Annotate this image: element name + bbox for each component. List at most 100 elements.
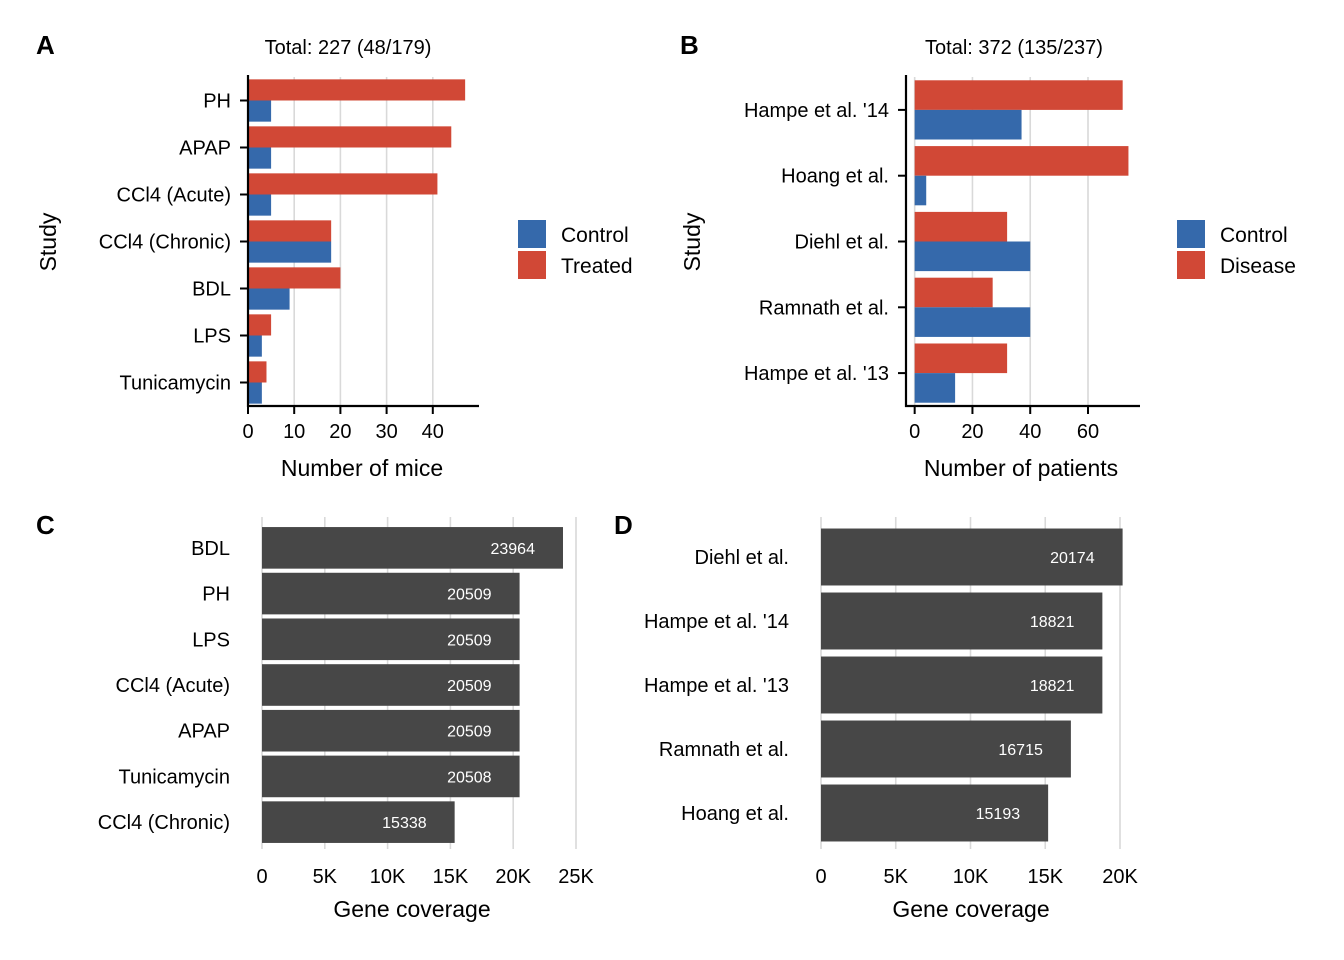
- y-tick-label: Hampe et al. '14: [644, 611, 789, 633]
- panel-b-ylabel: Study: [679, 212, 705, 271]
- y-tick-label: Tunicamycin: [118, 766, 230, 788]
- x-tick-label: 25K: [558, 866, 594, 888]
- y-tick-label: PH: [202, 584, 230, 606]
- bar-value-label: 20508: [447, 769, 492, 786]
- panel-a-xlabel: Number of mice: [281, 455, 443, 481]
- legend-label-control: Control: [1220, 224, 1288, 247]
- bar-value-label: 20509: [447, 678, 492, 695]
- bar-control: [914, 241, 1031, 272]
- coverage-bar: [821, 528, 1123, 586]
- y-tick-label: Hampe et al. '14: [744, 100, 889, 122]
- bar-disease: [914, 80, 1123, 110]
- coverage-bar: [262, 755, 520, 798]
- legend-label-disease: Disease: [1220, 255, 1296, 278]
- x-tick-label: 20K: [1102, 866, 1138, 888]
- panel-b-xlabel: Number of patients: [924, 455, 1118, 481]
- y-tick-label: CCl4 (Acute): [117, 185, 231, 207]
- bar-treated: [248, 126, 452, 148]
- coverage-bar: [262, 709, 520, 752]
- y-tick-label: APAP: [178, 721, 230, 743]
- coverage-bar: [821, 720, 1071, 778]
- y-tick-label: Ramnath et al.: [759, 297, 889, 319]
- bar-value-label: 20509: [447, 724, 492, 741]
- x-tick-label: 5K: [884, 866, 909, 888]
- bar-disease: [914, 211, 1008, 242]
- x-tick-label: 15K: [1027, 866, 1063, 888]
- x-tick-label: 0: [242, 421, 253, 443]
- panel-c-xlabel: Gene coverage: [333, 896, 490, 922]
- panel-a-subtitle: Total: 227 (48/179): [265, 37, 432, 59]
- x-tick-label: 10K: [953, 866, 989, 888]
- y-tick-label: LPS: [193, 326, 231, 348]
- panel-a-chart: PH APAP CCl4 (Acute) CCl4 (Chronic) BDL LPS Tu…: [99, 75, 479, 443]
- bar-value-label: 20509: [447, 632, 492, 649]
- x-tick-label: 10: [283, 421, 305, 443]
- y-tick-label: LPS: [192, 629, 230, 651]
- panel-b-chart: Hampe et al. '14 Hoang et al. Diehl et al.…: [744, 75, 1140, 443]
- y-tick-label: Ramnath et al.: [659, 739, 789, 761]
- y-tick-label: Hampe et al. '13: [644, 675, 789, 697]
- panel-a-letter: A: [36, 30, 55, 60]
- legend-swatch-control: [518, 220, 546, 248]
- y-tick-label: PH: [203, 91, 231, 113]
- panel-c-chart: 23964 BDL 20509 PH 20509 LPS 20509 CCl4 (Acute)…: [98, 517, 594, 888]
- coverage-bar: [262, 527, 563, 569]
- bar-treated: [248, 79, 466, 101]
- bar-value-label: 16715: [998, 742, 1043, 759]
- legend-label-control: Control: [561, 224, 629, 247]
- bar-control: [248, 147, 272, 169]
- bar-control: [914, 307, 1031, 337]
- x-tick-label: 20: [329, 421, 351, 443]
- bar-value-label: 20174: [1050, 550, 1095, 567]
- y-tick-label: Hoang et al.: [681, 803, 789, 825]
- coverage-bar: [262, 801, 455, 843]
- coverage-bar: [821, 656, 1103, 714]
- bar-value-label: 23964: [490, 541, 535, 558]
- x-tick-label: 10K: [370, 866, 406, 888]
- panel-a-ylabel: Study: [35, 212, 61, 271]
- legend-swatch-treated: [518, 251, 546, 279]
- bar-control: [248, 241, 332, 263]
- bar-control: [248, 382, 262, 404]
- bar-control: [248, 194, 272, 216]
- panel-d-chart: 20174 Diehl et al. 18821 Hampe et al. '14 18…: [644, 517, 1138, 888]
- y-tick-label: Hoang et al.: [781, 166, 889, 188]
- bar-treated: [248, 173, 438, 195]
- bar-value-label: 18821: [1030, 678, 1075, 695]
- panel-b-letter: B: [680, 30, 699, 60]
- bar-disease: [914, 343, 1008, 374]
- x-tick-label: 20K: [495, 866, 531, 888]
- bar-treated: [248, 220, 332, 242]
- coverage-bar: [821, 784, 1049, 842]
- y-tick-label: Hampe et al. '13: [744, 363, 889, 385]
- bar-value-label: 18821: [1030, 614, 1075, 631]
- coverage-bar: [262, 664, 520, 706]
- x-tick-label: 30: [375, 421, 397, 443]
- x-tick-label: 15K: [433, 866, 469, 888]
- bar-treated: [248, 267, 341, 289]
- y-tick-label: Diehl et al.: [695, 547, 790, 569]
- bar-control: [248, 288, 290, 310]
- x-tick-label: 40: [1019, 421, 1041, 443]
- bar-value-label: 20509: [447, 587, 492, 604]
- panel-b-legend: Control Disease: [1177, 220, 1296, 279]
- bar-control: [914, 109, 1022, 140]
- x-tick-label: 20: [961, 421, 983, 443]
- y-tick-label: BDL: [192, 279, 231, 301]
- panel-c-letter: C: [36, 510, 55, 540]
- legend-label-treated: Treated: [561, 255, 633, 278]
- y-tick-label: BDL: [191, 538, 230, 560]
- bar-disease: [914, 277, 993, 308]
- x-tick-label: 0: [815, 866, 826, 888]
- bar-control: [248, 335, 262, 357]
- x-tick-label: 0: [909, 421, 920, 443]
- panel-d-xlabel: Gene coverage: [892, 896, 1049, 922]
- bar-control: [248, 100, 272, 122]
- y-tick-label: Tunicamycin: [119, 373, 231, 395]
- panel-d-letter: D: [614, 510, 633, 540]
- panel-a-legend: Control Treated: [518, 220, 633, 279]
- bar-value-label: 15338: [382, 815, 427, 832]
- coverage-bar: [262, 572, 520, 615]
- legend-swatch-control: [1177, 220, 1205, 248]
